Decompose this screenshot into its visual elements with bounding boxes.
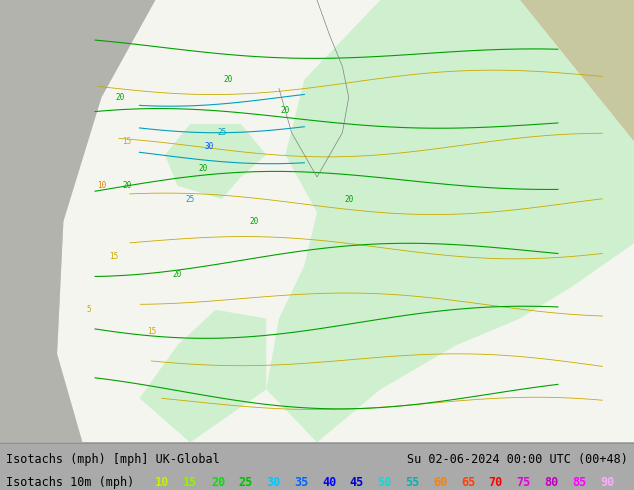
Polygon shape	[57, 0, 634, 442]
Text: 20: 20	[198, 164, 207, 172]
Text: 20: 20	[281, 106, 290, 115]
Text: 30: 30	[266, 476, 281, 490]
Text: 15: 15	[148, 327, 157, 336]
Text: 5: 5	[86, 305, 91, 314]
Text: 60: 60	[433, 476, 448, 490]
Text: 75: 75	[517, 476, 531, 490]
Text: 20: 20	[224, 75, 233, 84]
Polygon shape	[165, 124, 266, 199]
Text: 55: 55	[405, 476, 420, 490]
Text: 30: 30	[205, 142, 214, 150]
Text: 50: 50	[378, 476, 392, 490]
Text: 20: 20	[344, 195, 353, 204]
Text: 25: 25	[217, 128, 226, 137]
Text: 10: 10	[97, 181, 106, 190]
Text: 20: 20	[116, 93, 125, 102]
Text: Isotachs (mph) [mph] UK-Global: Isotachs (mph) [mph] UK-Global	[6, 453, 220, 466]
Polygon shape	[139, 310, 266, 442]
Text: 90: 90	[600, 476, 614, 490]
Polygon shape	[266, 0, 634, 442]
Text: 20: 20	[173, 270, 182, 279]
Text: 10: 10	[155, 476, 169, 490]
Text: 35: 35	[294, 476, 309, 490]
Text: 20: 20	[122, 181, 131, 190]
Polygon shape	[0, 0, 634, 442]
Polygon shape	[0, 0, 155, 442]
Text: 45: 45	[350, 476, 364, 490]
Text: 25: 25	[186, 195, 195, 204]
Text: 80: 80	[545, 476, 559, 490]
Text: 25: 25	[238, 476, 253, 490]
Text: Su 02-06-2024 00:00 UTC (00+48): Su 02-06-2024 00:00 UTC (00+48)	[407, 453, 628, 466]
Text: 40: 40	[322, 476, 336, 490]
Text: 20: 20	[211, 476, 225, 490]
Text: 65: 65	[461, 476, 476, 490]
Text: 15: 15	[110, 252, 119, 261]
Text: Isotachs 10m (mph): Isotachs 10m (mph)	[6, 476, 134, 490]
Text: 20: 20	[249, 217, 258, 226]
Text: 15: 15	[122, 137, 131, 146]
Polygon shape	[0, 0, 634, 442]
Text: 15: 15	[183, 476, 197, 490]
Text: 70: 70	[489, 476, 503, 490]
Text: 85: 85	[572, 476, 586, 490]
